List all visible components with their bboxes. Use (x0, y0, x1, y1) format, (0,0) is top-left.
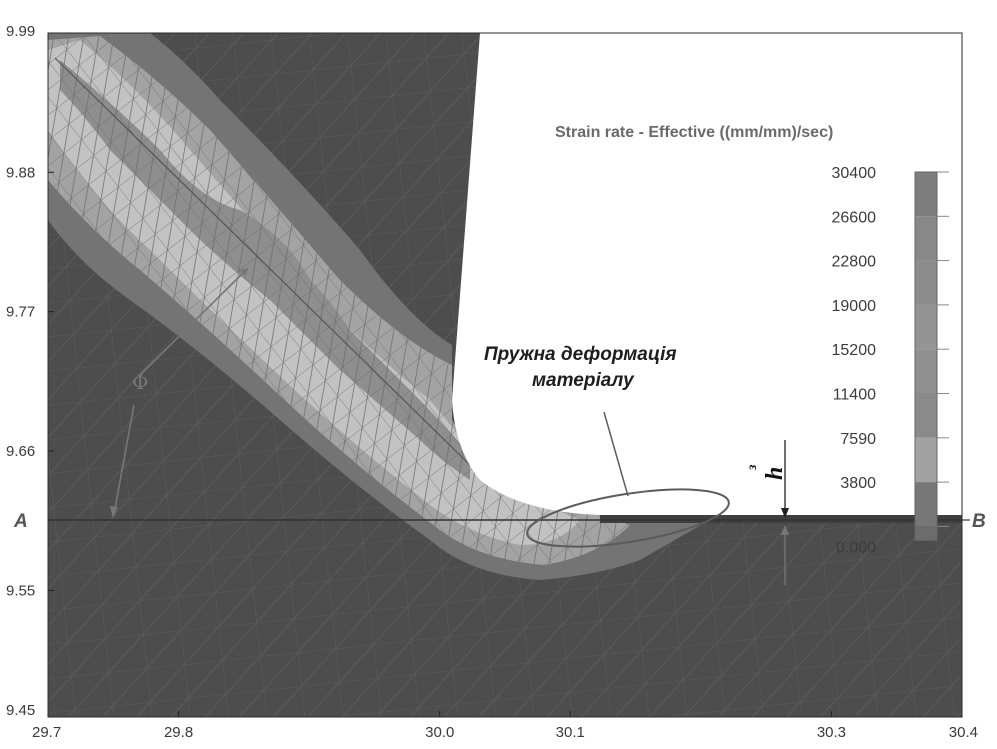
y-tick-label: 9.77 (6, 304, 35, 321)
legend-swatch (915, 172, 937, 217)
x-tick-label: 29.8 (164, 724, 193, 741)
elastic-zone-ellipse (526, 488, 730, 548)
y-tick-label: 9.55 (6, 582, 35, 599)
point-a-label: A (13, 511, 28, 532)
legend-swatch (915, 526, 937, 541)
legend-value-label: 30400 (832, 165, 877, 182)
legend-swatch (915, 349, 937, 394)
elastic-annotation-line1: Пружна деформація (484, 344, 677, 365)
strain-band-mesh (48, 36, 630, 565)
surface-strip (600, 515, 962, 523)
x-tick-label: 30.4 (949, 724, 978, 741)
y-tick-label: 9.45 (6, 702, 35, 719)
y-tick-label: 9.88 (6, 164, 35, 181)
plot-frame (47, 32, 963, 718)
phi-label: Φ (132, 370, 148, 394)
legend-swatch (915, 482, 937, 527)
legend-swatch (915, 304, 937, 350)
x-tick-label: 30.3 (817, 724, 846, 741)
point-b-label: B (972, 511, 986, 532)
legend-value-label: 26600 (832, 209, 877, 226)
x-tick-label: 30.1 (556, 724, 585, 741)
cutting-tool (452, 33, 962, 515)
phi-arrow-up (139, 267, 249, 376)
phi-arrowhead-up (240, 268, 248, 276)
legend-value-label: 19000 (832, 298, 877, 315)
h-arrowhead-up (781, 525, 789, 535)
x-tick-label: 29.7 (32, 724, 61, 741)
legend-labels: 30400 26600 22800 19000 15200 11400 7590 3800 0.… (832, 165, 877, 556)
x-axis: 29.7 29.8 30.0 30.1 30.3 30.4 (32, 711, 978, 741)
legend-value-label: 7590 (840, 431, 876, 448)
legend-swatch (915, 437, 937, 483)
legend-value-label: 0.000 (836, 539, 876, 556)
legend-bar-outline (914, 171, 938, 541)
h-arrowhead-down (781, 508, 789, 518)
legend-value-label: 22800 (832, 254, 877, 271)
h-label: h (762, 467, 788, 480)
legend-color-bar (914, 171, 949, 541)
legend-swatch (915, 393, 937, 438)
x-tick-label: 30.0 (425, 724, 454, 741)
legend-swatch (915, 260, 937, 305)
y-axis: 9.99 9.88 9.77 9.66 9.55 9.45 (6, 23, 54, 719)
h-sub-label: з (745, 464, 760, 471)
legend-title: Strain rate - Effective ((mm/mm)/sec) (555, 124, 833, 141)
legend-value-label: 15200 (832, 342, 877, 359)
shear-plane-line (54, 57, 471, 466)
legend-value-label: 3800 (840, 475, 876, 492)
y-tick-label: 9.66 (6, 443, 35, 460)
elastic-annotation-line2: матеріалу (532, 370, 635, 391)
legend-swatch (915, 216, 937, 261)
y-tick-label: 9.99 (6, 23, 35, 40)
legend-value-label: 11400 (833, 387, 876, 404)
elastic-arrow (603, 411, 629, 497)
phi-arrowhead-down (110, 506, 118, 518)
phi-arrow-down (113, 404, 135, 515)
